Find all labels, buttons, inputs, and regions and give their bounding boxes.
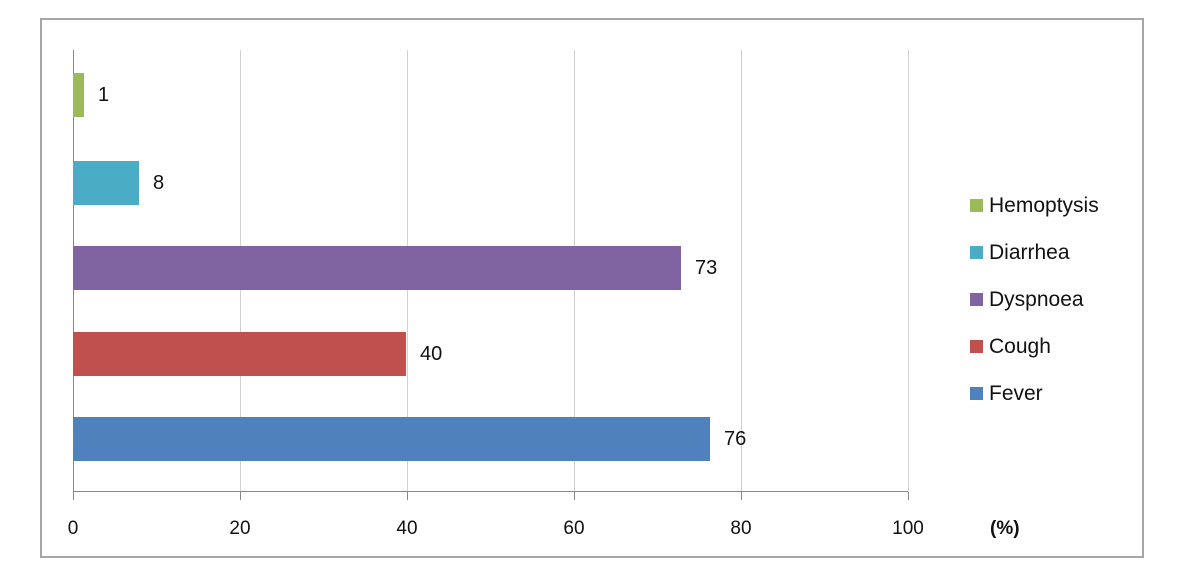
bar-cough — [73, 332, 406, 376]
legend-label: Dyspnoea — [989, 287, 1084, 311]
bar-hemoptysis — [73, 73, 84, 117]
legend-swatch-icon — [970, 293, 983, 306]
legend-label: Fever — [989, 381, 1043, 405]
x-tick — [73, 492, 74, 500]
x-tick — [908, 492, 909, 500]
bar-fever — [73, 417, 710, 461]
x-tick-label: 0 — [67, 518, 79, 539]
x-tick-label: 60 — [563, 518, 585, 539]
x-tick — [240, 492, 241, 500]
x-tick-label: 80 — [730, 518, 752, 539]
x-tick-label: 20 — [229, 518, 251, 539]
x-tick-label: 100 — [892, 518, 924, 539]
legend-item-hemoptysis: Hemoptysis — [970, 182, 1099, 229]
legend-swatch-icon — [970, 246, 983, 259]
legend-item-cough: Cough — [970, 323, 1099, 370]
legend-label: Diarrhea — [989, 240, 1070, 264]
legend: Hemoptysis Diarrhea Dyspnoea Cough Fever — [970, 182, 1099, 417]
legend-label: Hemoptysis — [989, 193, 1099, 217]
x-tick-label: 40 — [396, 518, 418, 539]
legend-swatch-icon — [970, 340, 983, 353]
x-tick — [574, 492, 575, 500]
x-axis — [73, 491, 908, 492]
data-label-hemoptysis: 1 — [98, 84, 110, 106]
legend-item-diarrhea: Diarrhea — [970, 229, 1099, 276]
x-tick — [407, 492, 408, 500]
bar-diarrhea — [73, 161, 139, 205]
gridline-80 — [741, 50, 742, 492]
legend-item-dyspnoea: Dyspnoea — [970, 276, 1099, 323]
gridline-100 — [908, 50, 909, 492]
legend-label: Cough — [989, 334, 1051, 358]
data-label-fever: 76 — [724, 428, 747, 450]
data-label-diarrhea: 8 — [153, 172, 165, 194]
legend-swatch-icon — [970, 387, 983, 400]
legend-swatch-icon — [970, 199, 983, 212]
x-axis-unit: (%) — [990, 518, 1020, 539]
legend-item-fever: Fever — [970, 370, 1099, 417]
data-label-dyspnoea: 73 — [695, 257, 718, 279]
bar-dyspnoea — [73, 246, 681, 290]
data-label-cough: 40 — [420, 343, 443, 365]
plot-area: 1 8 73 40 76 — [73, 50, 909, 500]
x-tick — [741, 492, 742, 500]
